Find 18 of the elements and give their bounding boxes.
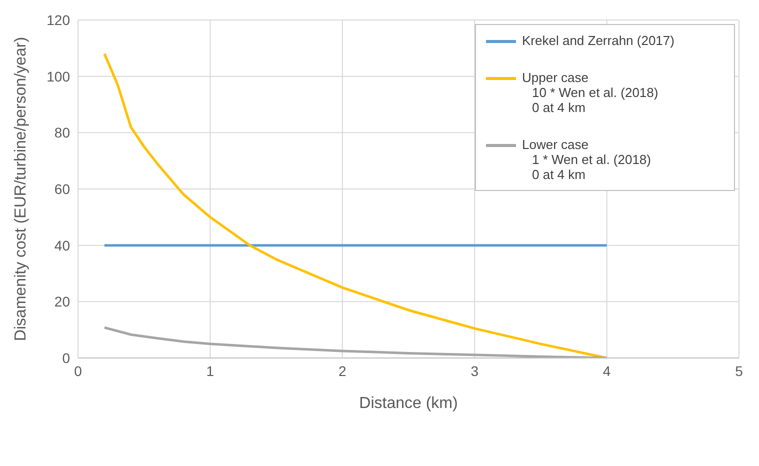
x-tick-label: 5 bbox=[735, 362, 744, 379]
x-axis-title: Distance (km) bbox=[359, 395, 458, 412]
x-tick-label: 2 bbox=[338, 362, 346, 379]
x-tick-label: 4 bbox=[602, 362, 611, 379]
legend-label: Upper case 10 * Wen et al. (2018) 0 at 4 km bbox=[522, 70, 658, 115]
y-tick-label: 120 bbox=[46, 12, 70, 28]
x-tick-label: 3 bbox=[470, 362, 479, 379]
y-axis-title: Disamenity cost (EUR/turbine/person/year) bbox=[12, 36, 30, 342]
y-tick-label: 60 bbox=[54, 180, 70, 197]
y-tick-label: 0 bbox=[62, 350, 70, 366]
x-tick-label: 0 bbox=[74, 362, 82, 379]
y-tick-label: 100 bbox=[46, 68, 70, 84]
y-tick-label: 80 bbox=[54, 124, 70, 141]
y-tick-label: 40 bbox=[54, 237, 70, 254]
legend-label: Lower case 1 * Wen et al. (2018) 0 at 4 km bbox=[522, 137, 651, 182]
y-tick-label: 20 bbox=[54, 294, 70, 310]
x-tick-label: 1 bbox=[206, 362, 214, 379]
legend-label: Krekel and Zerrahn (2017) bbox=[522, 33, 674, 48]
